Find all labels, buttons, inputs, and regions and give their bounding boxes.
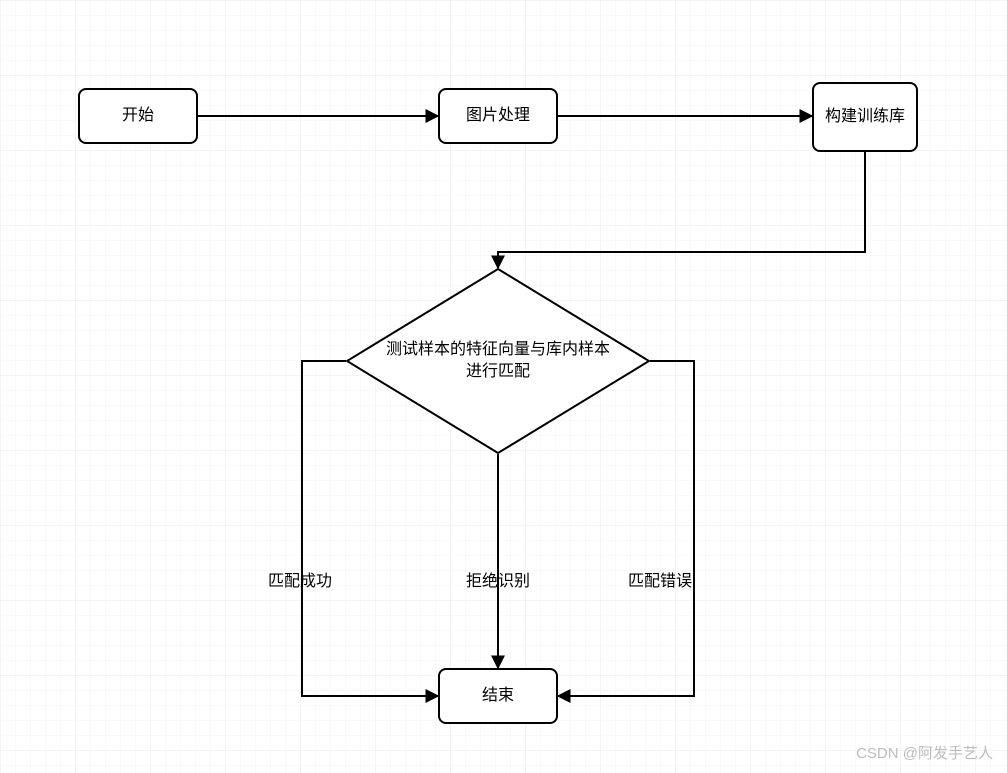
node-build-training-db-label: 构建训练库: [825, 107, 905, 128]
node-image-processing: 图片处理: [438, 88, 558, 144]
node-image-processing-label: 图片处理: [466, 106, 530, 127]
watermark: CSDN @阿发手艺人: [856, 742, 993, 763]
edge-label-match-success: 匹配成功: [268, 567, 332, 591]
node-start-label: 开始: [122, 106, 154, 127]
edge-label-match-error: 匹配错误: [628, 567, 692, 591]
node-build-training-db: 构建训练库: [812, 82, 918, 152]
node-end-label: 结束: [482, 686, 514, 707]
node-match-decision-label: 测试样本的特征向量与库内样本进行匹配: [386, 339, 610, 384]
watermark-text: CSDN @阿发手艺人: [856, 745, 993, 762]
node-end: 结束: [438, 668, 558, 724]
node-start: 开始: [78, 88, 198, 144]
node-match-decision: 测试样本的特征向量与库内样本进行匹配: [346, 268, 650, 454]
edge-label-reject: 拒绝识别: [466, 567, 530, 591]
flowchart-canvas: 开始 图片处理 构建训练库 测试样本的特征向量与库内样本进行匹配 结束 匹配成功…: [0, 0, 1007, 773]
